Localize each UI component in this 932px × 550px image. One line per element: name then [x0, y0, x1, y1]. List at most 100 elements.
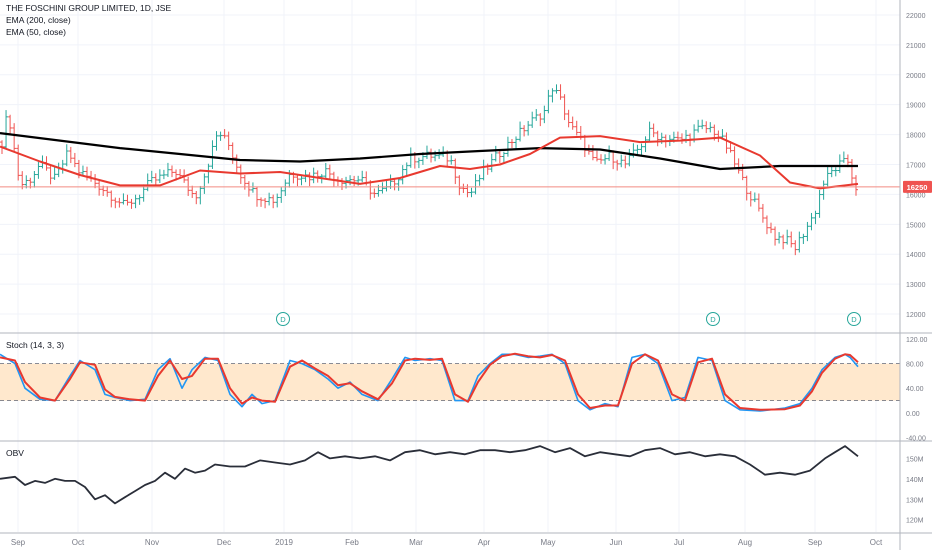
ohlc-bar[interactable]: [230, 142, 235, 164]
ohlc-bar[interactable]: [833, 167, 838, 177]
ohlc-bar[interactable]: [562, 94, 567, 121]
dividend-marker[interactable]: D: [706, 312, 720, 326]
ohlc-bar[interactable]: [457, 175, 462, 196]
ema50-line[interactable]: [0, 135, 859, 190]
ohlc-bar[interactable]: [283, 179, 288, 196]
ohlc-bar[interactable]: [105, 186, 110, 197]
ohlc-bar[interactable]: [133, 194, 138, 209]
ohlc-bar[interactable]: [311, 167, 316, 184]
ohlc-bar[interactable]: [789, 231, 794, 248]
ohlc-bar[interactable]: [501, 151, 506, 164]
ohlc-bar[interactable]: [651, 123, 656, 138]
ohlc-bar[interactable]: [623, 155, 628, 169]
ohlc-bar[interactable]: [400, 165, 405, 185]
ohlc-bar[interactable]: [246, 181, 251, 197]
ohlc-bar[interactable]: [574, 120, 579, 136]
ohlc-bar[interactable]: [603, 154, 608, 165]
ohlc-bar[interactable]: [716, 130, 721, 143]
ohlc-bar[interactable]: [348, 175, 353, 186]
ohlc-bar[interactable]: [752, 192, 757, 203]
ohlc-bar[interactable]: [777, 232, 782, 244]
ohlc-bar[interactable]: [254, 186, 259, 207]
ohlc-bar[interactable]: [582, 134, 587, 158]
ohlc-bar[interactable]: [121, 193, 126, 205]
ohlc-bar[interactable]: [554, 84, 559, 94]
ohlc-bar[interactable]: [550, 88, 555, 103]
ohlc-bar[interactable]: [384, 180, 389, 192]
ohlc-bar[interactable]: [32, 170, 37, 188]
ohlc-bar[interactable]: [849, 159, 854, 184]
obv-line[interactable]: [0, 445, 859, 505]
ohlc-bar[interactable]: [769, 222, 774, 234]
ohlc-bar[interactable]: [797, 231, 802, 253]
ohlc-bar[interactable]: [145, 173, 150, 192]
ohlc-bar[interactable]: [226, 131, 231, 151]
ohlc-bar[interactable]: [627, 148, 632, 167]
ohlc-bar[interactable]: [271, 194, 276, 209]
ohlc-bar[interactable]: [594, 150, 599, 162]
ohlc-bar[interactable]: [570, 116, 575, 130]
ohlc-bar[interactable]: [109, 190, 114, 208]
ohlc-bar[interactable]: [538, 113, 543, 127]
ohlc-bar[interactable]: [194, 190, 199, 205]
ohlc-bar[interactable]: [380, 182, 385, 194]
ohlc-bar[interactable]: [93, 174, 98, 189]
ohlc-bar[interactable]: [198, 185, 203, 205]
ohlc-bar[interactable]: [615, 159, 620, 171]
ohlc-bar[interactable]: [360, 170, 365, 183]
ohlc-bar[interactable]: [214, 131, 219, 151]
ohlc-bar[interactable]: [392, 178, 397, 191]
ohlc-bar[interactable]: [481, 159, 486, 181]
ohlc-bar[interactable]: [149, 170, 154, 183]
ohlc-bar[interactable]: [704, 121, 709, 134]
ohlc-bar[interactable]: [473, 174, 478, 195]
ohlc-bar[interactable]: [372, 188, 377, 198]
ohlc-bar[interactable]: [424, 145, 429, 159]
ohlc-bar[interactable]: [157, 169, 162, 184]
ohlc-bar[interactable]: [736, 158, 741, 174]
ohlc-bar[interactable]: [72, 152, 77, 168]
ohlc-bar[interactable]: [453, 158, 458, 185]
ohlc-bar[interactable]: [202, 173, 207, 194]
ohlc-bar[interactable]: [611, 150, 616, 170]
ohlc-bar[interactable]: [534, 109, 539, 121]
ohlc-bar[interactable]: [732, 146, 737, 169]
ohlc-bar[interactable]: [169, 165, 174, 178]
ohlc-bar[interactable]: [48, 165, 53, 185]
ohlc-bar[interactable]: [404, 162, 409, 176]
ohlc-bar[interactable]: [295, 175, 300, 187]
ohlc-bar[interactable]: [263, 197, 268, 209]
ohlc-bar[interactable]: [700, 119, 705, 130]
obv-pane[interactable]: [0, 445, 859, 505]
ohlc-bar[interactable]: [493, 145, 498, 162]
ohlc-bar[interactable]: [4, 110, 9, 150]
ohlc-bar[interactable]: [129, 198, 134, 209]
ohlc-bar[interactable]: [52, 167, 57, 180]
ohlc-bar[interactable]: [250, 182, 255, 193]
ohlc-bar[interactable]: [825, 166, 830, 187]
ohlc-bar[interactable]: [12, 123, 17, 153]
ohlc-bar[interactable]: [809, 212, 814, 231]
ohlc-bar[interactable]: [307, 172, 312, 187]
ohlc-bar[interactable]: [64, 144, 69, 167]
ohlc-bar[interactable]: [566, 109, 571, 128]
ema200-label[interactable]: EMA (200, close): [6, 15, 71, 25]
ohlc-bar[interactable]: [477, 174, 482, 186]
ohlc-bar[interactable]: [643, 136, 648, 153]
ohlc-bar[interactable]: [429, 148, 434, 163]
ohlc-bar[interactable]: [854, 175, 858, 196]
ohlc-bar[interactable]: [675, 131, 680, 142]
ohlc-bar[interactable]: [259, 197, 264, 207]
ohlc-bar[interactable]: [210, 140, 215, 169]
dividend-marker[interactable]: D: [847, 312, 861, 326]
ohlc-bar[interactable]: [781, 234, 786, 250]
ohlc-bar[interactable]: [68, 146, 73, 164]
ohlc-bar[interactable]: [186, 176, 191, 196]
ohlc-bar[interactable]: [497, 150, 502, 164]
ohlc-bar[interactable]: [635, 144, 640, 155]
ohlc-bar[interactable]: [805, 221, 810, 242]
ohlc-bar[interactable]: [764, 215, 769, 235]
ohlc-bar[interactable]: [327, 164, 332, 179]
ohlc-bar[interactable]: [518, 121, 523, 142]
